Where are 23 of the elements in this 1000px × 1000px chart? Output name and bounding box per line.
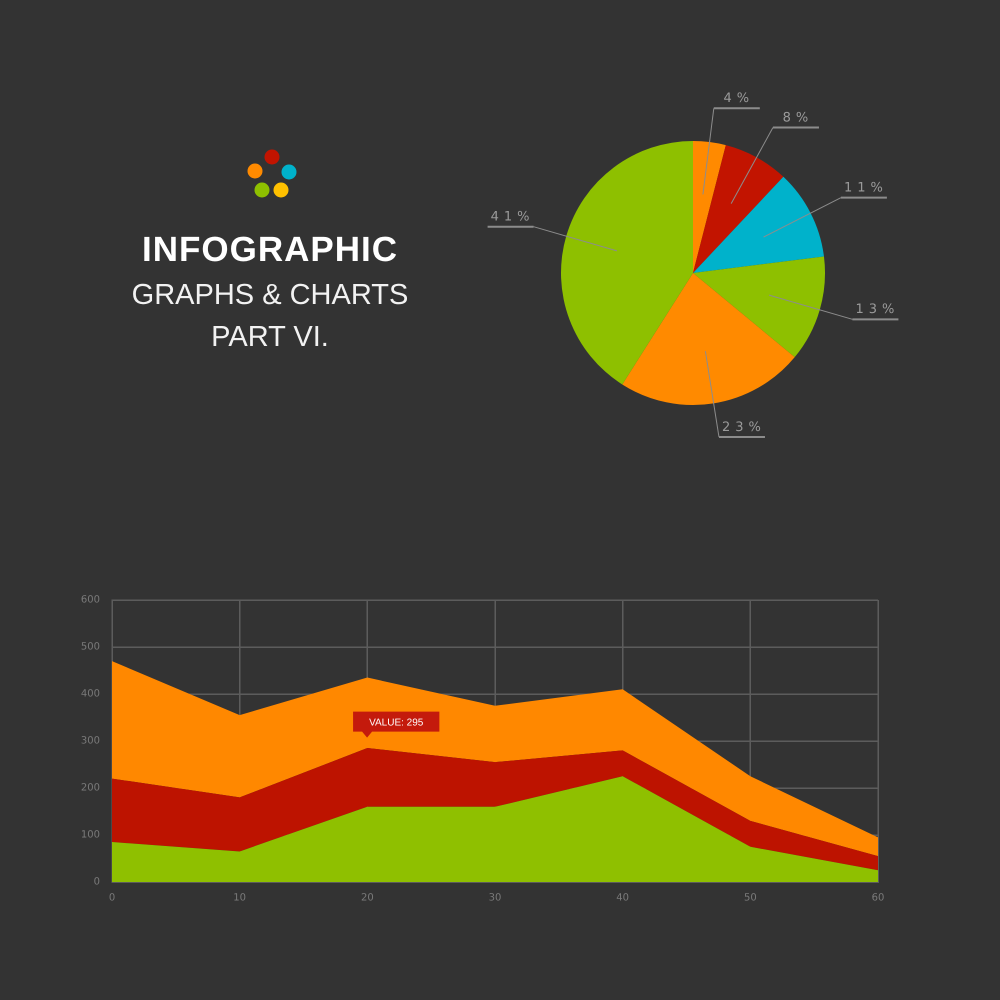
x-tick-label: 20 [360, 892, 374, 904]
y-tick-label: 0 [94, 876, 100, 888]
y-tick-label: 600 [80, 594, 100, 606]
x-tick-label: 30 [488, 892, 502, 904]
data-label: 8% [782, 110, 814, 126]
annotation: VALUE: 295 [369, 717, 424, 728]
x-tick-label: 50 [744, 892, 757, 904]
y-tick-label: 100 [80, 830, 100, 841]
data-label: 11% [844, 180, 888, 196]
text: INFOGRAPHIC [141, 230, 399, 270]
y-tick-label: 200 [80, 782, 100, 794]
data-label: 23% [722, 420, 766, 435]
x-tick-label: 0 [108, 892, 116, 904]
data-label: 41% [490, 210, 535, 225]
data-label: 4% [723, 91, 754, 106]
x-tick-label: 40 [616, 892, 630, 904]
y-tick-label: 400 [80, 688, 100, 700]
y-tick-label: 500 [80, 642, 100, 653]
text: GRAPHS & CHARTS PART VI. [130, 278, 410, 355]
x-tick-label: 10 [233, 892, 246, 904]
x-tick-label: 60 [872, 892, 884, 904]
data-label: 13% [855, 302, 900, 318]
y-tick-label: 300 [80, 736, 100, 747]
